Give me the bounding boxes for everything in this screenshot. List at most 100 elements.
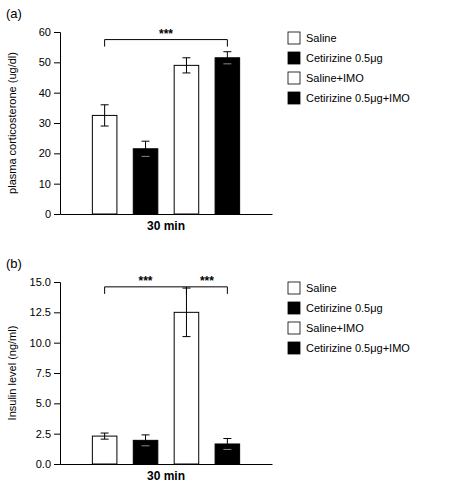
error-cap [142,156,150,157]
error-cap [142,445,150,446]
tick: 50 [39,56,60,68]
legend-item: Saline [288,282,337,294]
tick-label: 2.5 [36,428,51,440]
error-bar [101,433,109,439]
tick-mark [54,343,60,344]
error-cap [101,439,109,440]
tick: 12.5 [30,306,60,318]
annotation: *** [139,274,153,288]
error-line [145,141,146,156]
tick: 40 [39,87,60,99]
error-cap [223,51,231,52]
error-line [186,288,187,337]
tick-mark [54,93,60,94]
annotation: *** [159,27,173,41]
tick-label: 5.0 [36,397,51,409]
panel: 010203040506030 minplasma corticosterone… [6,6,410,233]
tick: 5.0 [36,397,60,409]
legend-swatch [288,92,300,104]
error-line [227,439,228,450]
tick-label: 20 [39,147,51,159]
tick-label: 15.0 [30,276,51,288]
axis-line [61,214,273,215]
tick-mark [54,403,60,404]
legend-label: Saline+IMO [306,322,364,334]
tick-label: 40 [39,87,51,99]
tick: 7.5 [36,367,60,379]
tick-label: 30 [39,117,51,129]
legend-item: Saline+IMO [288,72,364,84]
bar [92,115,117,214]
legend: SalineCetirizine 0.5μgSaline+IMOCetirizi… [288,32,410,104]
tick-label: 30 min [147,469,185,483]
significance-bracket [105,40,228,47]
legend-item: Cetirizine 0.5μg [288,52,383,64]
tick-label: 7.5 [36,367,51,379]
error-cap [142,141,150,142]
y-axis: 0.02.55.07.510.012.515.0 [30,276,61,470]
annotations: *** [105,27,228,47]
error-bar [223,439,231,450]
error-cap [142,434,150,435]
x-axis: 30 min [61,214,273,233]
tick: 10 [39,178,60,190]
tick-mark [54,123,60,124]
legend-label: Saline+IMO [306,72,364,84]
tick-mark [54,312,60,313]
axis-line [54,283,61,465]
x-axis: 30 min [61,464,273,483]
tick-mark [54,434,60,435]
tick: 15.0 [30,276,60,288]
tick: 2.5 [36,428,60,440]
error-cap [223,63,231,64]
axis-title: Insulin level (ng/ml) [6,326,18,421]
legend-item: Saline+IMO [288,322,364,334]
error-line [104,433,105,439]
legend-swatch [288,32,300,44]
tick-mark [54,184,60,185]
significance-bracket [186,287,227,294]
panel-label: (b) [6,256,22,271]
axis-line [54,33,61,215]
tick: 0.0 [36,458,60,470]
annotations: *** *** [105,274,228,294]
tick-label: 0 [45,208,51,220]
error-line [186,58,187,73]
legend-label: Cetirizine 0.5μg [306,52,383,64]
legend-swatch [288,302,300,314]
legend-label: Saline [306,282,337,294]
tick-label: 10 [39,178,51,190]
error-cap [182,336,190,337]
tick-label: 30 min [147,219,185,233]
legend-swatch [288,52,300,64]
tick: 30 min [147,214,185,233]
legend: SalineCetirizine 0.5μgSaline+IMOCetirizi… [288,282,410,354]
tick-mark [54,214,60,215]
legend-label: Cetirizine 0.5μg+IMO [306,92,410,104]
legend-swatch [288,72,300,84]
error-cap [101,433,109,434]
legend-swatch [288,322,300,334]
legend-swatch [288,282,300,294]
tick: 30 min [147,464,185,483]
annotation: *** [200,274,214,288]
error-cap [101,126,109,127]
tick: 0 [45,208,60,220]
tick-mark [54,62,60,63]
tick: 60 [39,26,60,38]
panel-label: (a) [6,6,22,21]
error-bar [223,52,231,64]
figure: 010203040506030 minplasma corticosterone… [0,0,459,500]
error-line [227,52,228,64]
marks [92,52,239,214]
bar [215,58,240,214]
tick-mark [54,153,60,154]
tick: 20 [39,147,60,159]
tick-label: 0.0 [36,458,51,470]
legend-swatch [288,342,300,354]
marks [92,288,239,464]
bar [92,436,117,464]
tick: 30 [39,117,60,129]
error-bar [142,435,150,446]
legend-item: Cetirizine 0.5μg+IMO [288,92,410,104]
